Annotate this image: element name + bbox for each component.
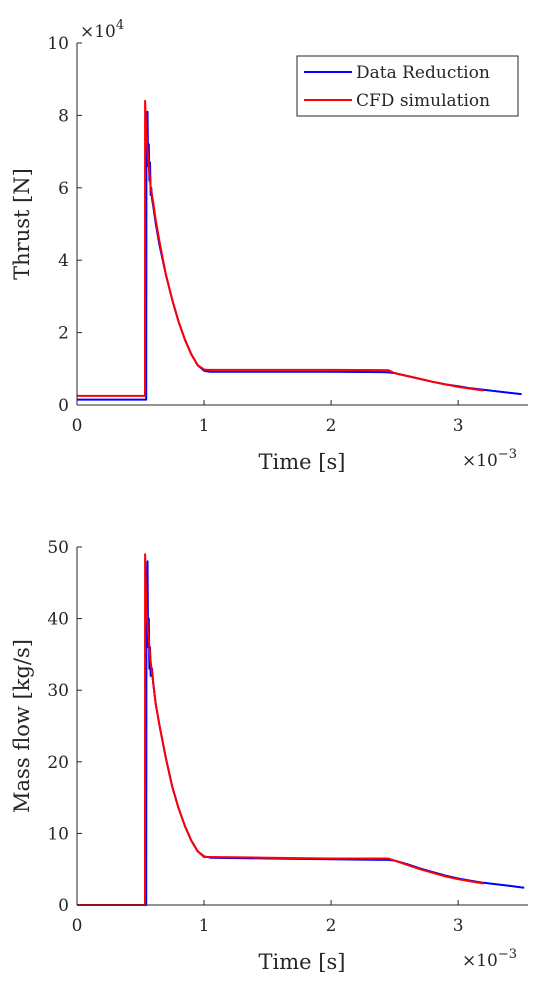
legend-label-data-reduction: Data Reduction xyxy=(356,63,490,83)
massflow-x-tick-label: 1 xyxy=(199,916,210,936)
thrust-y-tick-label: 10 xyxy=(47,34,69,54)
massflow-y-tick-label: 50 xyxy=(47,538,69,558)
massflow-y-tick-label: 20 xyxy=(47,753,69,773)
thrust-y-tick-label: 6 xyxy=(58,179,69,199)
thrust-y-multiplier: ×104 xyxy=(80,18,124,42)
thrust-x-multiplier-base: ×10 xyxy=(462,451,498,471)
thrust-x-tick-label: 0 xyxy=(72,416,83,436)
massflow-x-multiplier-base: ×10 xyxy=(462,951,498,971)
legend-label-cfd-simulation: CFD simulation xyxy=(356,91,490,111)
massflow-x-multiplier-exp: −3 xyxy=(498,947,517,962)
massflow-x-tick-label: 0 xyxy=(72,916,83,936)
massflow-y-axis-title: Mass flow [kg/s] xyxy=(10,639,34,813)
massflow-line-series-2 xyxy=(77,553,484,906)
thrust-x-tick-label: 2 xyxy=(326,416,337,436)
thrust-y-tick-label: 8 xyxy=(58,106,69,126)
massflow-series-group xyxy=(77,553,525,906)
massflow-y-tick-label: 0 xyxy=(58,896,69,916)
thrust-y-tick-label: 0 xyxy=(58,396,69,416)
thrust-x-tick-label: 1 xyxy=(199,416,210,436)
thrust-x-axis-title: Time [s] xyxy=(259,450,346,474)
massflow-x-axis-title: Time [s] xyxy=(259,950,346,974)
massflow-x-tick-label: 2 xyxy=(326,916,337,936)
massflow-y-tick-label: 30 xyxy=(47,681,69,701)
thrust-line-cfd-simulation xyxy=(77,99,484,397)
thrust-legend: Data Reduction CFD simulation xyxy=(296,55,519,117)
massflow-y-tick-label: 10 xyxy=(47,824,69,844)
thrust-y-multiplier-exp: 4 xyxy=(116,18,124,33)
thrust-x-tick-label: 3 xyxy=(453,416,464,436)
thrust-y-tick-label: 4 xyxy=(58,251,69,271)
massflow-x-multiplier: ×10−3 xyxy=(462,947,517,971)
massflow-plot-area xyxy=(77,547,528,905)
thrust-ticks-group: 0 1 2 3 0 2 4 6 8 10 xyxy=(47,34,463,436)
thrust-x-multiplier-exp: −3 xyxy=(498,447,517,462)
thrust-series-group xyxy=(77,99,522,401)
thrust-x-multiplier: ×10−3 xyxy=(462,447,517,471)
massflow-y-tick-label: 40 xyxy=(47,610,69,630)
thrust-y-axis-title: Thrust [N] xyxy=(10,168,34,280)
massflow-x-tick-label: 3 xyxy=(453,916,464,936)
thrust-y-multiplier-base: ×10 xyxy=(80,22,116,42)
legend-box xyxy=(296,55,519,117)
thrust-y-tick-label: 2 xyxy=(58,324,69,344)
